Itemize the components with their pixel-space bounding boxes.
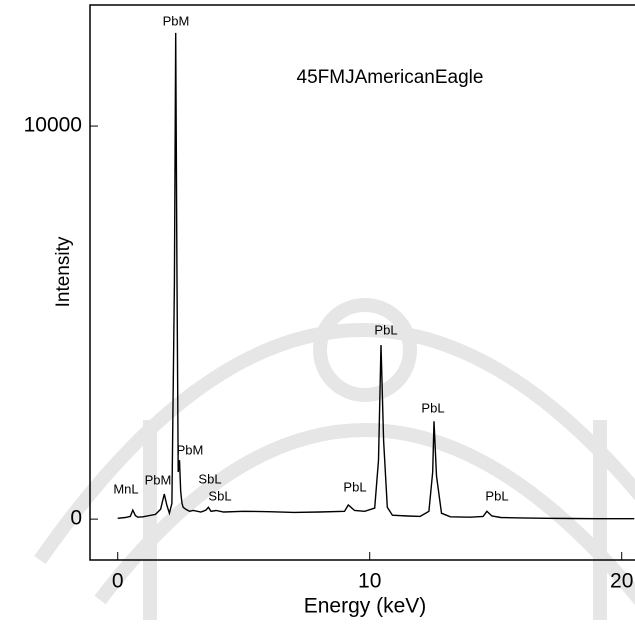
peak-label: SbL (198, 471, 221, 486)
peak-label: PbM (145, 472, 172, 487)
peak-label: PbL (343, 479, 366, 494)
peak-label: SbL (208, 488, 231, 503)
watermark (34, 298, 635, 620)
peak-label: PbL (485, 488, 508, 503)
y-tick-label: 0 (70, 507, 82, 530)
chart-title: 45FMJAmericanEagle (297, 67, 484, 88)
peak-label: MnL (113, 481, 138, 496)
spectrum-line (117, 32, 635, 520)
y-tick-label: 10000 (24, 114, 82, 137)
x-tick-label: 20 (610, 570, 633, 593)
peak-label: PbM (177, 442, 204, 457)
y-axis-label: Intensity (53, 236, 74, 307)
peak-label: PbL (374, 322, 397, 337)
peak-label: PbL (421, 400, 444, 415)
x-tick-label: 0 (112, 570, 124, 593)
peak-label: PbM (163, 13, 190, 28)
x-tick-label: 10 (358, 570, 381, 593)
x-axis-label: Energy (keV) (304, 595, 427, 618)
